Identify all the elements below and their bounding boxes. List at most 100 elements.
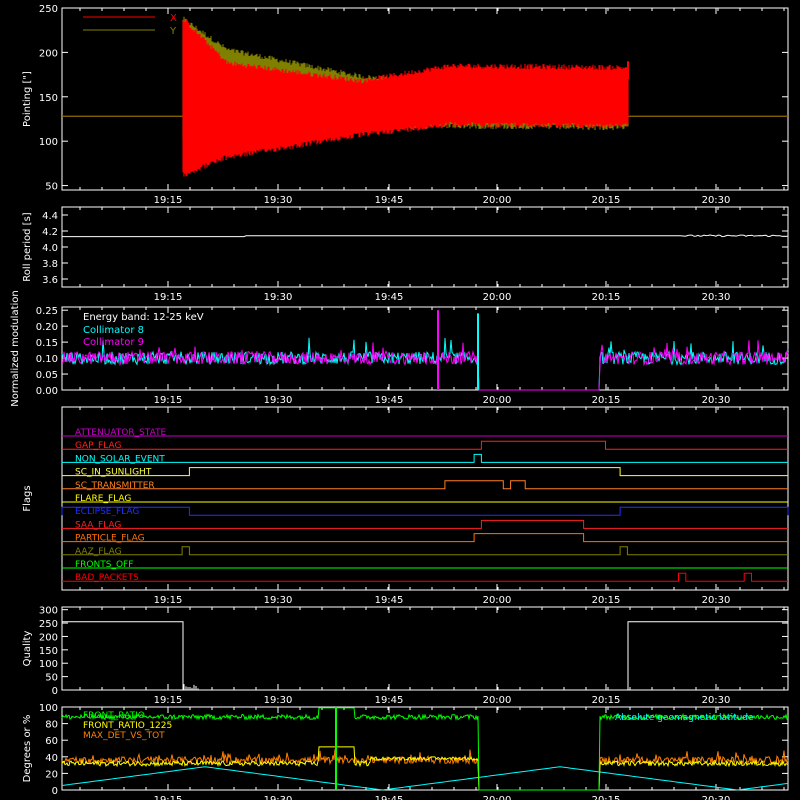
x-tick-label: 19:30 <box>264 395 293 406</box>
y-axis-label: Normalized modulation <box>10 290 21 407</box>
y-tick-label: 0.10 <box>36 354 58 365</box>
flag-line <box>62 533 788 543</box>
x-tick-label: 19:15 <box>154 395 183 406</box>
flag-line <box>62 467 788 477</box>
x-tick-label: 19:30 <box>264 195 293 206</box>
x-tick-label: 20:30 <box>702 395 731 406</box>
y-tick-label: 50 <box>45 182 58 193</box>
series-front-ratio <box>61 707 789 791</box>
flag-label: AAZ_FLAG <box>75 547 122 557</box>
series-collimator-9 <box>61 340 789 391</box>
flag-line <box>62 546 788 556</box>
series-front-ratio-1225 <box>61 746 789 791</box>
y-tick-label: 100 <box>39 137 58 148</box>
y-axis-label: Roll period [s] <box>22 212 33 281</box>
y-tick-label: 0.20 <box>36 322 58 333</box>
x-tick-label: 20:30 <box>702 695 731 706</box>
y-tick-label: 20 <box>45 769 58 780</box>
x-tick-label: 20:00 <box>483 595 512 606</box>
y-tick-label: 40 <box>45 753 58 764</box>
series-latitude <box>61 766 789 791</box>
panel-1: 19:15 19:30 19:45 20:00 20:15 20:30 Pointing [… <box>22 4 789 206</box>
y-axis-label: Quality <box>22 631 33 667</box>
flag-label: ECLIPSE_FLAG <box>75 507 139 517</box>
legend-label: FRONT_RATIO <box>83 711 145 721</box>
panel-5: 19:15 19:30 19:45 20:00 20:15 20:30 Quality 0 50… <box>22 606 789 706</box>
y-tick-label: 0.15 <box>36 338 58 349</box>
panel-2: 19:15 19:30 19:45 20:00 20:15 20:30 Roll perio… <box>22 206 789 303</box>
x-tick-label: 20:15 <box>592 292 621 303</box>
x-tick-label: 19:45 <box>375 595 404 606</box>
y-tick-label: 250 <box>39 619 58 630</box>
x-tick-label: 19:30 <box>264 695 293 706</box>
series-max-det-vs-tot <box>61 749 789 791</box>
flag-label: SC_IN_SUNLIGHT <box>75 468 152 478</box>
x-tick-label: 19:30 <box>264 292 293 303</box>
plot-frame <box>61 7 789 191</box>
y-tick-label: 0.00 <box>36 386 58 397</box>
plot-frame <box>61 606 789 691</box>
legend-label: X <box>170 13 177 24</box>
flag-label: ATTENUATOR_STATE <box>75 428 167 438</box>
plot-frame <box>61 306 789 391</box>
y-tick-label: 0.05 <box>36 370 58 381</box>
x-tick-label: 19:45 <box>375 695 404 706</box>
y-tick-label: 200 <box>39 48 58 59</box>
y-tick-label: 4.0 <box>42 243 58 254</box>
y-tick-label: 250 <box>39 4 58 15</box>
flag-label: BAD_PACKETS <box>75 573 139 583</box>
legend-label: FRONT_RATIO_1225 <box>83 721 172 731</box>
x-tick-label: 19:15 <box>154 595 183 606</box>
x-tick-label: 20:00 <box>483 795 512 800</box>
x-tick-label: 19:30 <box>264 595 293 606</box>
panel-4: 19:15 19:30 19:45 20:00 20:15 20:30 Flags ATTEN… <box>22 406 789 606</box>
x-tick-label: 19:45 <box>375 795 404 800</box>
plot-frame <box>61 406 789 591</box>
x-tick-label: 20:30 <box>702 292 731 303</box>
x-tick-label: 19:15 <box>154 695 183 706</box>
panel-3: 19:15 19:30 19:45 20:00 20:15 20:30 Normalized… <box>10 290 789 407</box>
y-tick-label: 150 <box>39 93 58 104</box>
flag-label: GAP_FLAG <box>75 441 121 451</box>
x-tick-label: 19:15 <box>154 292 183 303</box>
annotation-label: Absolute geomagnetic latitude <box>615 713 754 723</box>
legend-title: Energy band: 12-25 keV <box>83 312 204 323</box>
series-X <box>182 18 629 177</box>
y-axis-label: Pointing ["] <box>22 71 33 127</box>
x-tick-label: 19:45 <box>375 292 404 303</box>
y-axis-label: Degrees or % <box>22 715 33 783</box>
y-tick-label: 300 <box>39 606 58 617</box>
y-tick-label: 200 <box>39 632 58 643</box>
roll-period-line <box>62 234 789 238</box>
x-tick-label: 20:30 <box>702 195 731 206</box>
x-tick-label: 20:00 <box>483 195 512 206</box>
flag-line <box>62 572 788 582</box>
y-tick-label: 100 <box>39 703 58 714</box>
flag-label: FLARE_FLAG <box>75 494 131 504</box>
flag-line <box>62 480 788 490</box>
y-tick-label: 150 <box>39 646 58 657</box>
legend-label: Collimator 8 <box>83 325 144 336</box>
x-tick-label: 20:15 <box>592 195 621 206</box>
y-axis-label: Flags <box>22 485 33 511</box>
x-tick-label: 20:15 <box>592 695 621 706</box>
x-tick-label: 20:15 <box>592 595 621 606</box>
x-tick-label: 20:30 <box>702 795 731 800</box>
x-tick-label: 20:00 <box>483 695 512 706</box>
flag-line <box>62 440 788 450</box>
legend-label: MAX_DET_VS_TOT <box>83 731 165 741</box>
y-tick-label: 3.8 <box>42 259 58 270</box>
x-tick-label: 19:15 <box>154 795 183 800</box>
x-tick-label: 20:00 <box>483 292 512 303</box>
plot-frame <box>61 706 789 791</box>
flag-label: PARTICLE_FLAG <box>75 534 145 544</box>
y-tick-label: 0 <box>52 686 58 697</box>
quality-line <box>62 621 788 691</box>
y-tick-label: 3.6 <box>42 275 58 286</box>
legend-label: Y <box>169 26 177 37</box>
legend-label: Collimator 9 <box>83 337 144 348</box>
plot-frame <box>61 206 789 288</box>
x-tick-label: 20:15 <box>592 395 621 406</box>
y-tick-label: 100 <box>39 659 58 670</box>
